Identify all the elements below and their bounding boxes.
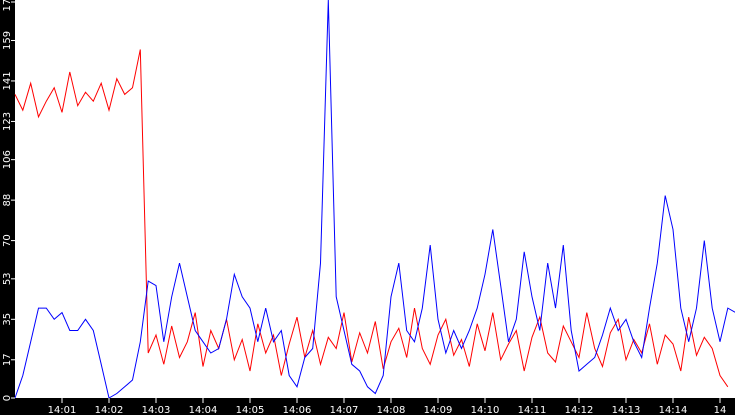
x-tick-label: 14:02 xyxy=(95,405,124,415)
y-tick-label: 177 xyxy=(2,0,13,12)
x-tick-label: 14:04 xyxy=(189,405,218,415)
x-tick-label: 14:08 xyxy=(377,405,406,415)
x-tick-label: 14:10 xyxy=(471,405,500,415)
y-tick-label: 123 xyxy=(2,112,13,131)
x-tick-label: 14:07 xyxy=(330,405,359,415)
x-tick-label: 14:13 xyxy=(612,405,641,415)
x-tick-label: 14:01 xyxy=(48,405,77,415)
x-tick-label: 14:06 xyxy=(283,405,312,415)
series-line-0 xyxy=(14,49,729,388)
y-tick-label: 17 xyxy=(2,353,13,366)
y-tick-label: 0 xyxy=(2,395,13,401)
y-tick-label: 53 xyxy=(2,272,13,285)
x-tick-label: 14:14 xyxy=(659,405,688,415)
y-tick-label: 159 xyxy=(2,31,13,50)
plot-area xyxy=(15,0,735,398)
x-tick-label: 14:12 xyxy=(565,405,594,415)
x-tick-label: 14:11 xyxy=(518,405,547,415)
y-tick-label: 141 xyxy=(2,71,13,90)
y-tick-label: 70 xyxy=(2,234,13,247)
y-tick-label: 35 xyxy=(2,313,13,326)
y-tick-label: 106 xyxy=(2,150,13,169)
x-tick-label: 14 xyxy=(714,405,727,415)
x-tick-label: 14:09 xyxy=(424,405,453,415)
y-tick-label: 88 xyxy=(2,194,13,207)
series-line-1 xyxy=(14,0,735,399)
x-tick-label: 14:03 xyxy=(142,405,171,415)
x-tick-label: 14:05 xyxy=(236,405,265,415)
